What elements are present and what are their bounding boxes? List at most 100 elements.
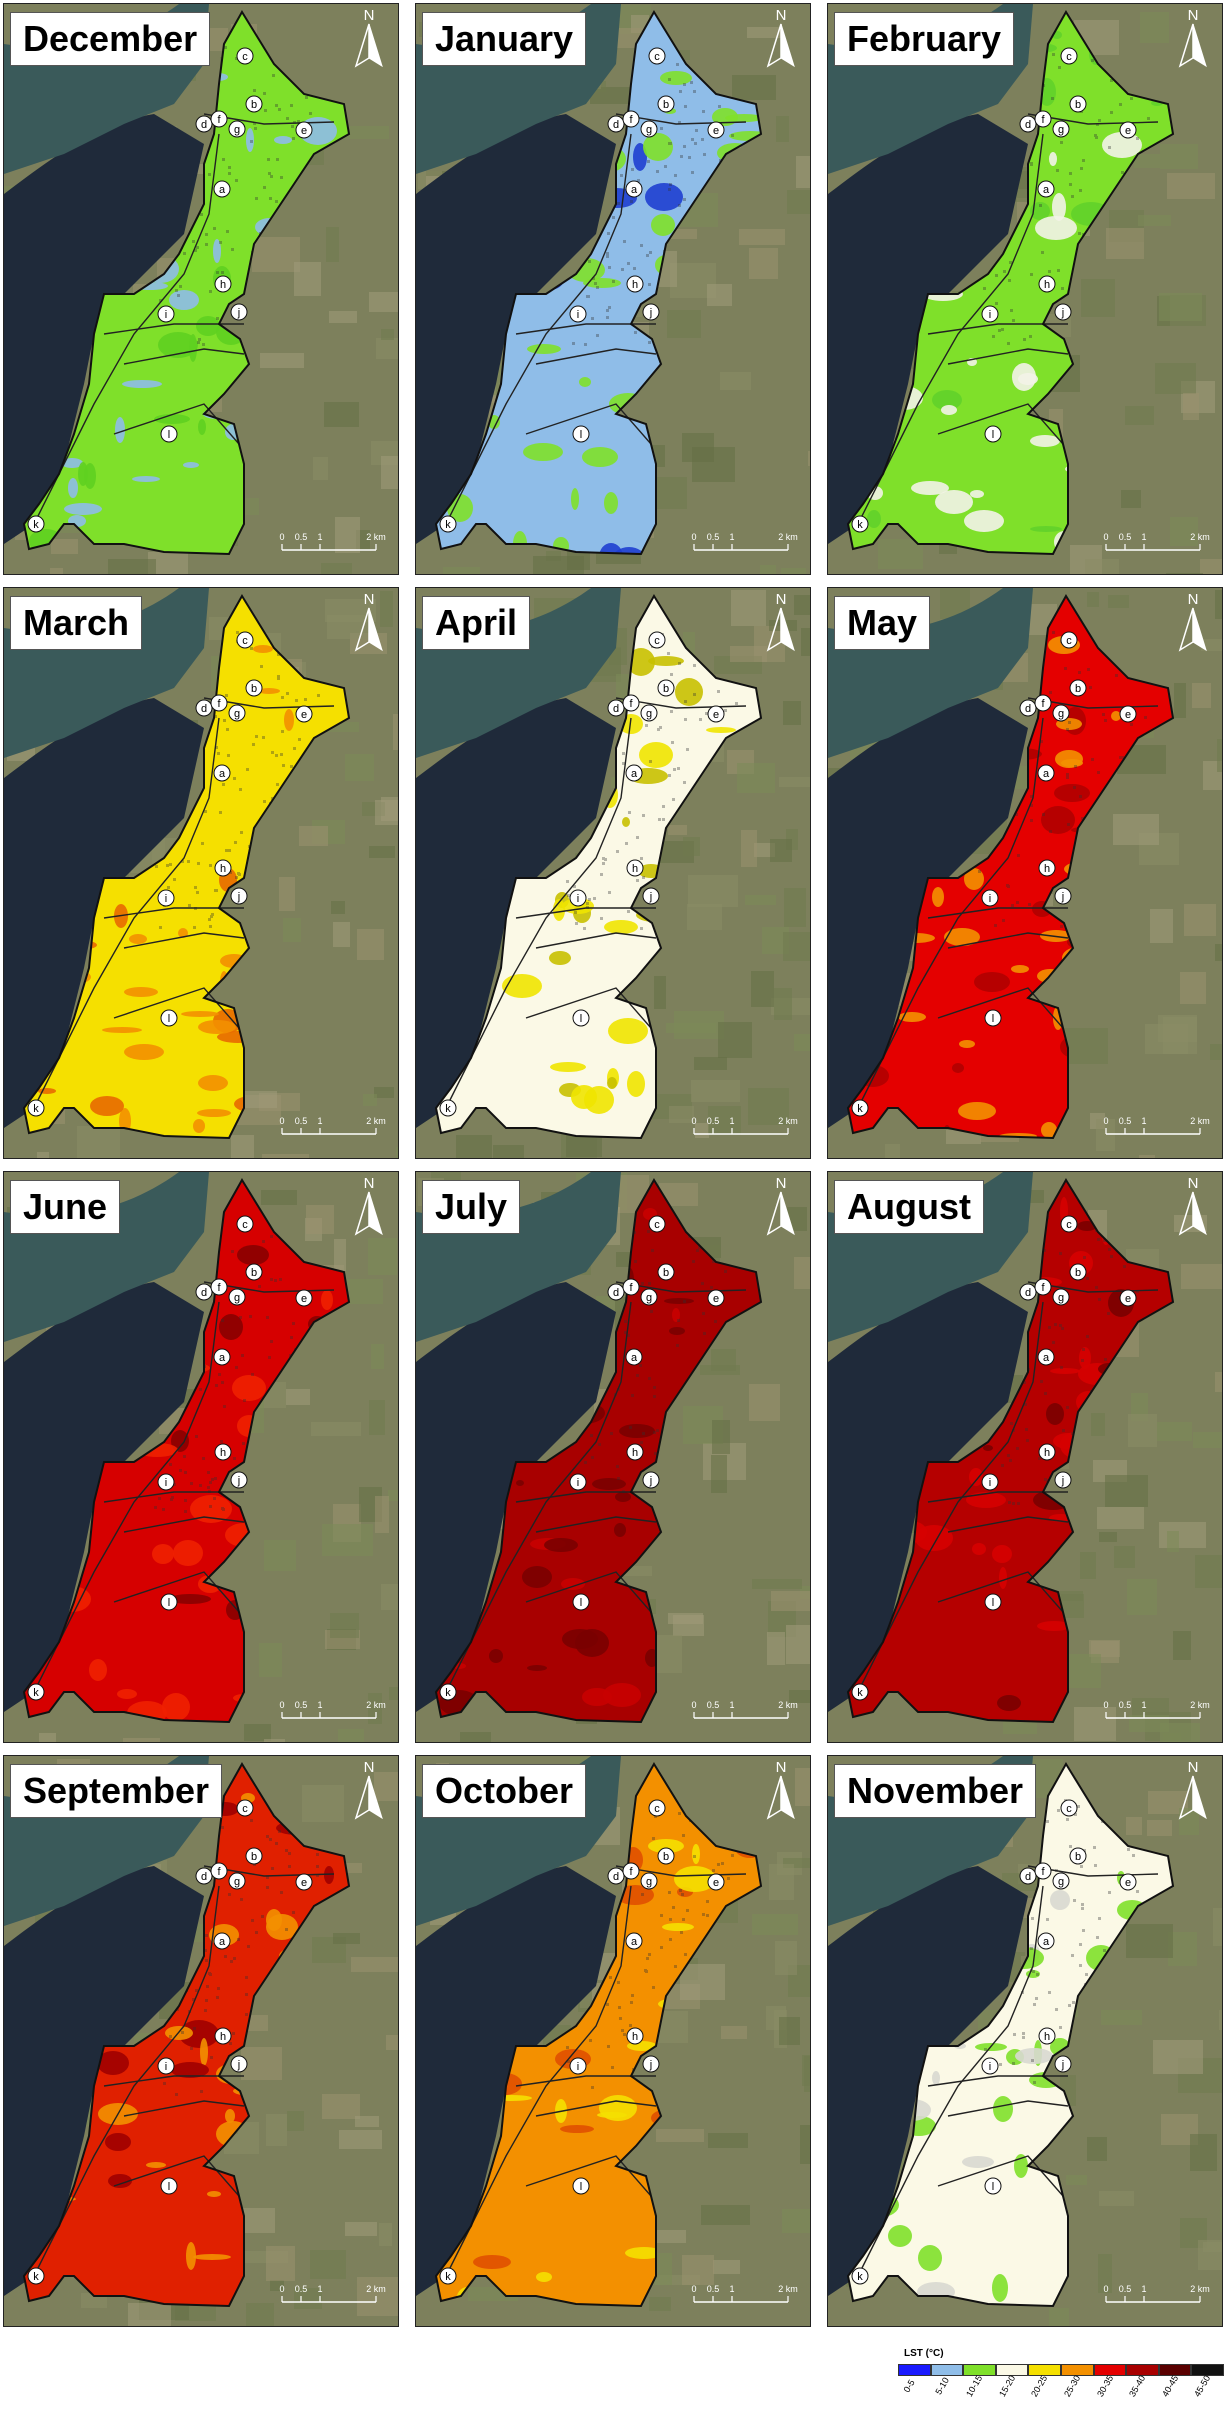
svg-text:0.5: 0.5 bbox=[707, 2284, 720, 2294]
legend-class-labels: 0-5 5-10 10-15 15-20 20-25 25-30 30-35 35-40 40-… bbox=[898, 2374, 1224, 2400]
svg-text:e: e bbox=[1125, 125, 1131, 137]
svg-text:0: 0 bbox=[1103, 2284, 1108, 2294]
site-marker-l: l bbox=[160, 2177, 178, 2195]
svg-text:b: b bbox=[1075, 683, 1081, 695]
svg-text:l: l bbox=[168, 1013, 170, 1025]
site-marker-e: e bbox=[295, 1289, 313, 1307]
svg-text:1: 1 bbox=[1141, 2284, 1146, 2294]
svg-text:2 km: 2 km bbox=[1190, 1700, 1210, 1710]
svg-text:j: j bbox=[649, 1475, 652, 1487]
svg-text:g: g bbox=[234, 124, 240, 136]
district-boundary bbox=[22, 1762, 351, 2308]
site-marker-f: f bbox=[622, 1862, 640, 1880]
district-boundary bbox=[22, 594, 351, 1140]
svg-text:b: b bbox=[251, 683, 257, 695]
svg-text:N: N bbox=[776, 1759, 787, 1776]
site-marker-i: i bbox=[981, 305, 999, 323]
scale-bar: 0 0.5 1 2 km bbox=[691, 532, 798, 551]
site-marker-b: b bbox=[245, 1847, 263, 1865]
svg-text:0.5: 0.5 bbox=[295, 2284, 308, 2294]
month-title: September bbox=[10, 1764, 223, 1818]
legend-swatch bbox=[1158, 2364, 1192, 2376]
site-marker-i: i bbox=[981, 889, 999, 907]
svg-text:j: j bbox=[237, 891, 240, 903]
site-marker-l: l bbox=[160, 1593, 178, 1611]
scale-bar: 0 0.5 1 2 km bbox=[1103, 1700, 1210, 1719]
site-marker-a: a bbox=[213, 1932, 231, 1950]
svg-text:d: d bbox=[613, 1871, 619, 1883]
sea-area bbox=[416, 114, 616, 544]
svg-text:j: j bbox=[649, 2059, 652, 2071]
legend-swatch bbox=[963, 2364, 996, 2376]
svg-text:k: k bbox=[857, 2271, 863, 2283]
site-marker-h: h bbox=[214, 275, 232, 293]
site-marker-f: f bbox=[622, 694, 640, 712]
map-canvas: a b c d e f g h i j k l N 0 0.5 1 2 km bbox=[4, 1756, 398, 2326]
svg-text:a: a bbox=[631, 184, 638, 196]
north-arrow-icon: N bbox=[766, 1759, 795, 1820]
site-marker-e: e bbox=[1119, 121, 1137, 139]
site-marker-b: b bbox=[657, 95, 675, 113]
svg-text:b: b bbox=[1075, 99, 1081, 111]
legend-swatch bbox=[898, 2364, 931, 2376]
svg-text:e: e bbox=[301, 1293, 307, 1305]
site-marker-h: h bbox=[214, 859, 232, 877]
svg-text:0: 0 bbox=[691, 1116, 696, 1126]
site-marker-c: c bbox=[236, 1215, 254, 1233]
svg-text:N: N bbox=[364, 7, 375, 24]
svg-text:c: c bbox=[242, 1219, 248, 1231]
site-marker-d: d bbox=[607, 1867, 625, 1885]
svg-text:N: N bbox=[1188, 1759, 1199, 1776]
north-arrow-icon: N bbox=[766, 591, 795, 652]
site-marker-b: b bbox=[657, 679, 675, 697]
svg-text:h: h bbox=[1044, 863, 1050, 875]
district-boundary bbox=[434, 1762, 763, 2308]
map-canvas: a b c d e f g h i j k l N 0 0.5 1 2 km bbox=[4, 4, 398, 574]
site-marker-h: h bbox=[1038, 1443, 1056, 1461]
map-panel-november: a b c d e f g h i j k l N 0 0.5 1 2 km November bbox=[827, 1755, 1223, 2327]
svg-text:d: d bbox=[1025, 703, 1031, 715]
legend-title: LST (°C) bbox=[904, 2348, 944, 2359]
svg-text:h: h bbox=[632, 863, 638, 875]
month-title: January bbox=[422, 12, 587, 66]
site-marker-a: a bbox=[213, 180, 231, 198]
map-canvas: a b c d e f g h i j k l N 0 0.5 1 2 km bbox=[4, 588, 398, 1158]
svg-text:b: b bbox=[663, 1267, 669, 1279]
svg-text:a: a bbox=[1043, 1352, 1050, 1364]
svg-text:1: 1 bbox=[729, 1700, 734, 1710]
site-marker-j: j bbox=[230, 2055, 248, 2073]
svg-text:0.5: 0.5 bbox=[295, 1116, 308, 1126]
svg-text:h: h bbox=[1044, 1447, 1050, 1459]
site-marker-h: h bbox=[626, 275, 644, 293]
north-arrow-icon: N bbox=[1178, 1759, 1207, 1820]
svg-text:h: h bbox=[1044, 2031, 1050, 2043]
svg-text:h: h bbox=[220, 279, 226, 291]
svg-text:l: l bbox=[992, 2181, 994, 2193]
legend-swatch bbox=[930, 2364, 964, 2376]
svg-text:b: b bbox=[1075, 1267, 1081, 1279]
site-marker-i: i bbox=[569, 305, 587, 323]
svg-text:c: c bbox=[1066, 1803, 1072, 1815]
site-marker-k: k bbox=[27, 1683, 45, 1701]
site-marker-j: j bbox=[1054, 303, 1072, 321]
svg-text:a: a bbox=[219, 768, 226, 780]
svg-text:f: f bbox=[629, 114, 633, 126]
month-title: November bbox=[834, 1764, 1037, 1818]
district-boundary bbox=[22, 10, 351, 556]
svg-text:0.5: 0.5 bbox=[707, 1700, 720, 1710]
strait-area bbox=[4, 1172, 209, 1342]
north-arrow-icon: N bbox=[1178, 1175, 1207, 1236]
site-marker-g: g bbox=[228, 1288, 246, 1306]
svg-text:0.5: 0.5 bbox=[295, 532, 308, 542]
site-marker-l: l bbox=[572, 1593, 590, 1611]
map-canvas: a b c d e f g h i j k l N 0 0.5 1 2 km bbox=[416, 1172, 810, 1742]
month-title: July bbox=[422, 1180, 521, 1234]
site-marker-d: d bbox=[195, 1283, 213, 1301]
site-marker-a: a bbox=[625, 1348, 643, 1366]
map-panel-september: a b c d e f g h i j k l N 0 0.5 1 2 km September bbox=[3, 1755, 399, 2327]
site-marker-k: k bbox=[851, 1683, 869, 1701]
svg-text:l: l bbox=[580, 1013, 582, 1025]
site-marker-j: j bbox=[1054, 1471, 1072, 1489]
site-marker-a: a bbox=[625, 1932, 643, 1950]
strait-area bbox=[416, 1172, 621, 1342]
